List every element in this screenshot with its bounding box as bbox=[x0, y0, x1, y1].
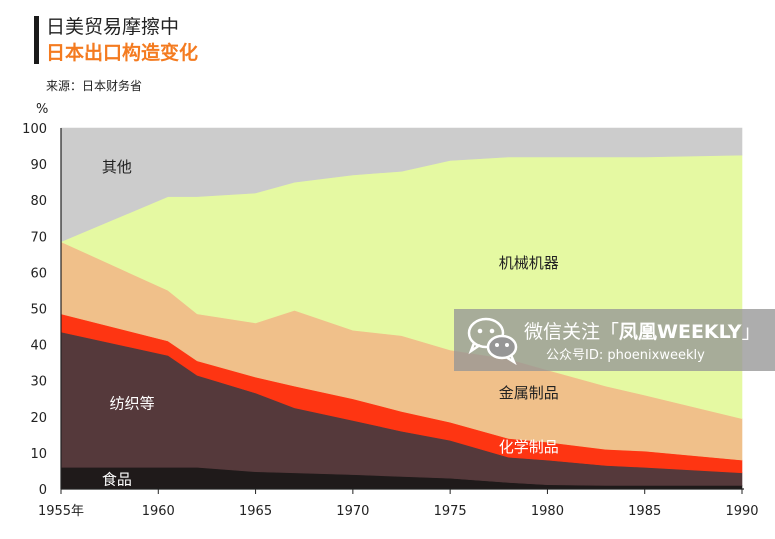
y-tick-label: 90 bbox=[30, 158, 47, 173]
y-tick-label: 40 bbox=[30, 339, 47, 354]
y-tick-label: 60 bbox=[30, 266, 47, 281]
x-tick-label: 1960 bbox=[142, 504, 175, 519]
y-tick-label: 10 bbox=[30, 447, 47, 462]
chart-source: 来源：日本财务省 bbox=[46, 79, 143, 93]
series-label-3: 金属制品 bbox=[499, 384, 559, 402]
y-tick-label: 70 bbox=[30, 230, 47, 245]
series-label-4: 机械机器 bbox=[499, 254, 559, 272]
x-tick-label: 1970 bbox=[336, 504, 369, 519]
watermark-title: 微信关注「凤凰WEEKLY」 bbox=[524, 321, 761, 343]
x-tick-label: 1980 bbox=[531, 504, 564, 519]
y-tick-label: 20 bbox=[30, 411, 47, 426]
title-accent-bar bbox=[34, 16, 39, 64]
y-tick-label: 30 bbox=[30, 375, 47, 390]
series-label-0: 食品 bbox=[102, 470, 132, 488]
series-label-5: 其他 bbox=[102, 158, 132, 176]
y-tick-label: 100 bbox=[22, 122, 47, 137]
series-label-2: 化学制品 bbox=[499, 438, 559, 456]
watermark-subtitle: 公众号ID: phoenixweekly bbox=[546, 348, 705, 363]
x-tick-label: 1975 bbox=[434, 504, 467, 519]
x-tick-label: 1965 bbox=[239, 504, 272, 519]
x-tick-label: 1990 bbox=[725, 504, 758, 519]
y-axis-label: % bbox=[36, 102, 48, 117]
wechat-icon bbox=[467, 317, 518, 365]
series-area-5 bbox=[60, 127, 743, 243]
chart-subtitle: 日本出口构造变化 bbox=[46, 42, 199, 64]
y-tick-label: 50 bbox=[30, 303, 47, 318]
watermark-banner: 微信关注「凤凰WEEKLY」 公众号ID: phoenixweekly bbox=[454, 309, 775, 371]
chart-title: 日美贸易摩擦中 bbox=[46, 16, 180, 38]
y-tick-label: 0 bbox=[39, 483, 47, 498]
x-tick-label: 1955年 bbox=[38, 504, 84, 519]
y-tick-label: 80 bbox=[30, 194, 47, 209]
x-tick-label: 1985 bbox=[628, 504, 661, 519]
series-label-1: 纺织等 bbox=[110, 395, 155, 413]
